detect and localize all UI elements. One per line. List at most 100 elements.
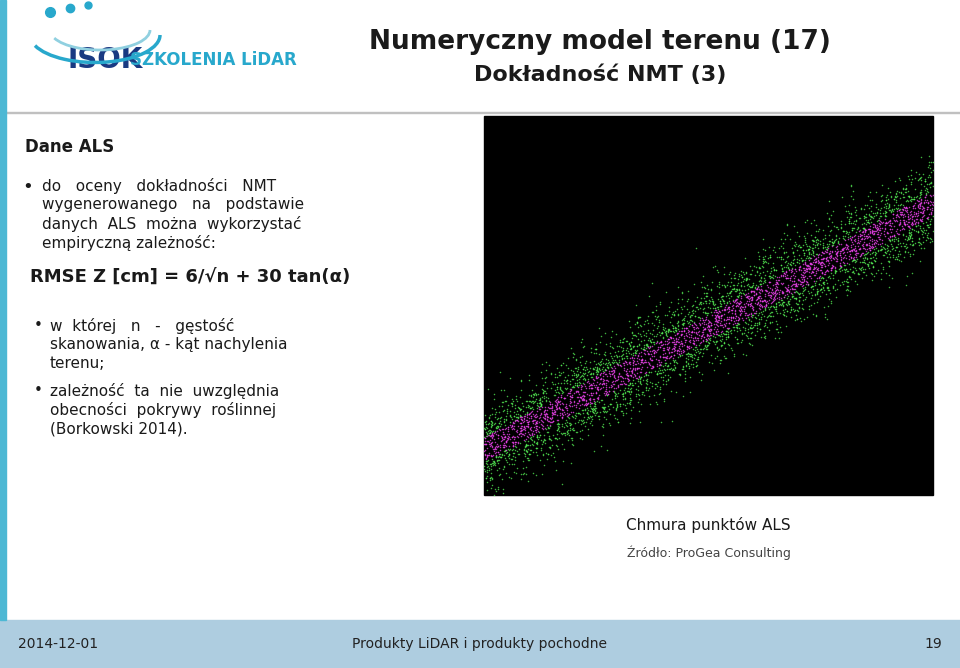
Point bbox=[484, 431, 499, 442]
Point bbox=[865, 261, 880, 271]
Point bbox=[685, 349, 701, 359]
Point bbox=[822, 250, 837, 261]
Point bbox=[810, 256, 826, 267]
Point bbox=[480, 450, 495, 460]
Point bbox=[881, 248, 897, 259]
Point bbox=[675, 341, 690, 352]
Point bbox=[809, 284, 825, 295]
Point bbox=[660, 347, 676, 357]
Point bbox=[554, 385, 569, 396]
Point bbox=[829, 253, 845, 264]
Point bbox=[535, 411, 550, 422]
Point bbox=[741, 309, 756, 319]
Point bbox=[835, 279, 851, 289]
Point bbox=[924, 209, 939, 220]
Point bbox=[564, 433, 579, 444]
Point bbox=[856, 222, 872, 233]
Point bbox=[885, 218, 900, 228]
Point bbox=[666, 339, 682, 349]
Point bbox=[614, 346, 630, 357]
Point bbox=[625, 379, 640, 390]
Point bbox=[853, 249, 869, 260]
Point bbox=[589, 382, 605, 393]
Point bbox=[804, 242, 820, 253]
Point bbox=[652, 367, 667, 378]
Point bbox=[800, 240, 815, 251]
Point bbox=[743, 299, 758, 309]
Point bbox=[653, 341, 668, 352]
Point bbox=[839, 205, 854, 216]
Point bbox=[515, 456, 530, 466]
Point bbox=[878, 201, 894, 212]
Point bbox=[636, 343, 651, 354]
Point bbox=[608, 357, 623, 368]
Point bbox=[670, 309, 685, 319]
Point bbox=[585, 407, 600, 418]
Point bbox=[553, 383, 568, 394]
Point bbox=[615, 337, 631, 347]
Point bbox=[921, 211, 936, 222]
Point bbox=[582, 366, 597, 377]
Point bbox=[510, 406, 525, 417]
Point bbox=[701, 326, 716, 337]
Point bbox=[688, 243, 704, 254]
Point bbox=[766, 265, 781, 275]
Point bbox=[862, 227, 877, 238]
Point bbox=[568, 385, 584, 396]
Point bbox=[491, 413, 506, 424]
Point bbox=[521, 408, 537, 419]
Point bbox=[549, 383, 564, 394]
Point bbox=[667, 355, 683, 366]
Point bbox=[568, 399, 584, 410]
Point bbox=[506, 418, 521, 428]
Point bbox=[777, 247, 792, 258]
Point bbox=[641, 291, 657, 301]
Point bbox=[516, 448, 532, 458]
Point bbox=[658, 355, 673, 365]
Point bbox=[586, 363, 601, 373]
Point bbox=[598, 365, 613, 375]
Point bbox=[798, 259, 813, 270]
Point bbox=[866, 225, 881, 236]
Point bbox=[594, 420, 610, 431]
Point bbox=[584, 383, 599, 393]
Point bbox=[875, 263, 890, 274]
Point bbox=[910, 206, 925, 217]
Point bbox=[857, 253, 873, 263]
Point bbox=[478, 454, 493, 464]
Point bbox=[823, 236, 838, 246]
Point bbox=[726, 312, 741, 323]
Point bbox=[718, 326, 733, 337]
Point bbox=[541, 396, 557, 407]
Point bbox=[631, 350, 646, 361]
Point bbox=[776, 266, 791, 277]
Point bbox=[567, 362, 583, 373]
Point bbox=[517, 409, 533, 420]
Point bbox=[681, 321, 696, 332]
Point bbox=[656, 360, 671, 371]
Point bbox=[698, 283, 713, 293]
Point bbox=[531, 422, 546, 432]
Point bbox=[589, 366, 605, 377]
Point bbox=[845, 255, 860, 266]
Point bbox=[781, 265, 797, 276]
Point bbox=[656, 345, 671, 355]
Point bbox=[899, 230, 914, 241]
Point bbox=[914, 204, 929, 214]
Point bbox=[516, 424, 532, 434]
Point bbox=[622, 389, 637, 399]
Point bbox=[754, 312, 769, 323]
Point bbox=[877, 210, 893, 221]
Point bbox=[719, 313, 734, 324]
Point bbox=[732, 323, 747, 333]
Point bbox=[831, 239, 847, 250]
Point bbox=[806, 236, 822, 246]
Point bbox=[482, 427, 497, 438]
Point bbox=[568, 369, 584, 379]
Point bbox=[756, 331, 772, 342]
Point bbox=[734, 306, 750, 317]
Point bbox=[607, 371, 622, 382]
Point bbox=[672, 343, 687, 354]
Point bbox=[610, 359, 625, 369]
Point bbox=[586, 408, 601, 419]
